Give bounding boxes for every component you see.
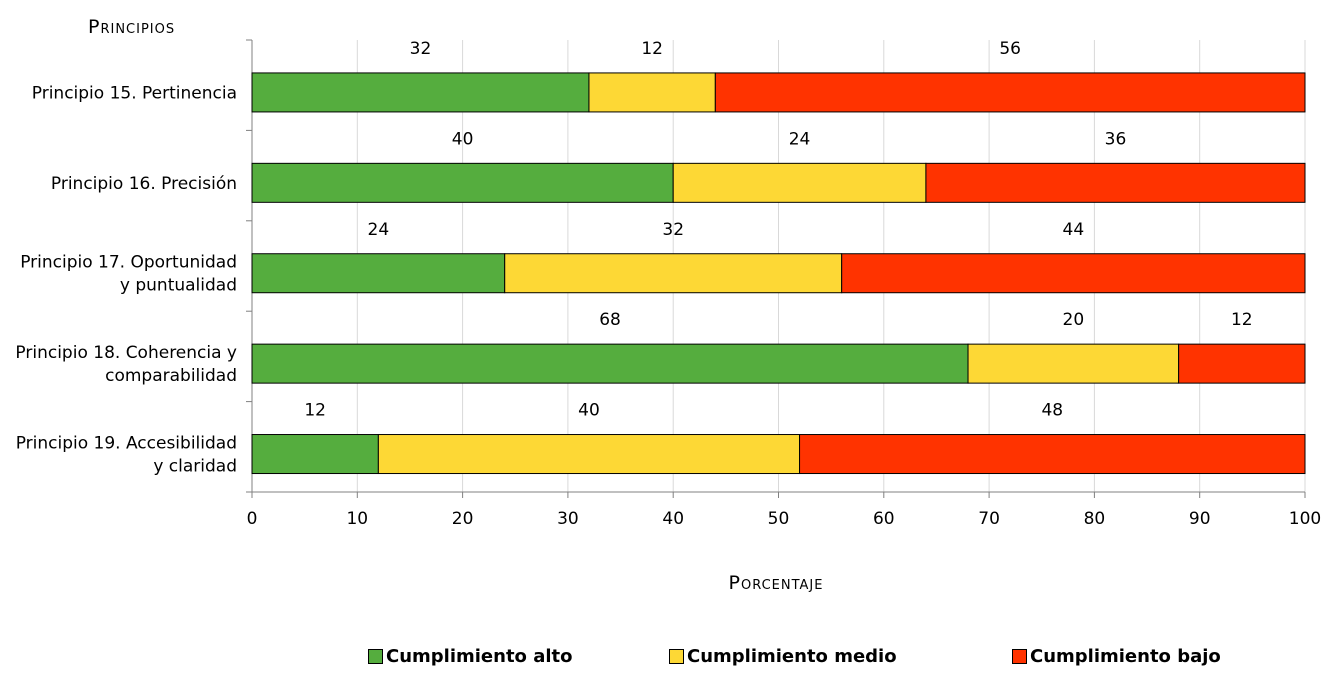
bar-segment xyxy=(588,72,716,113)
x-tick-label: 0 xyxy=(247,509,258,529)
data-label: 48 xyxy=(1041,401,1063,421)
bar-segment xyxy=(841,253,1306,294)
legend-label: Cumplimiento bajo xyxy=(1030,646,1221,667)
bar-segment xyxy=(799,434,1306,475)
bar-segment xyxy=(714,72,1306,113)
data-label: 40 xyxy=(452,129,474,149)
data-label: 44 xyxy=(1063,220,1085,240)
bar-segment xyxy=(251,162,674,203)
bar-segment xyxy=(672,162,927,203)
category-label: Principio 15. Pertinencia xyxy=(32,83,237,103)
x-tick-label: 40 xyxy=(662,509,684,529)
category-label: Principio 19. Accesibilidad xyxy=(16,434,237,454)
bar-segment xyxy=(251,434,379,475)
data-label: 32 xyxy=(410,39,432,59)
bar-segment xyxy=(251,343,969,384)
x-tick-label: 30 xyxy=(557,509,579,529)
bar-segment xyxy=(967,343,1180,384)
category-label: Principio 16. Precisión xyxy=(51,174,237,194)
legend: Cumplimiento alto Cumplimiento medio Cumpl… xyxy=(0,646,1329,670)
x-tick-label: 80 xyxy=(1084,509,1106,529)
data-label: 12 xyxy=(1231,310,1253,330)
category-label: y claridad xyxy=(153,457,237,477)
legend-swatch xyxy=(368,649,383,664)
legend-item: Cumplimiento alto xyxy=(368,646,572,667)
legend-label: Cumplimiento alto xyxy=(386,646,573,667)
data-label: 12 xyxy=(641,39,663,59)
category-label: Principio 17. Oportunidad xyxy=(20,253,237,273)
x-tick-label: 70 xyxy=(978,509,1000,529)
data-label: 12 xyxy=(304,401,326,421)
category-label: y puntualidad xyxy=(120,276,237,296)
data-label: 24 xyxy=(789,129,811,149)
legend-label: Cumplimiento medio xyxy=(687,646,897,667)
bar-segment xyxy=(504,253,843,294)
x-tick-label: 100 xyxy=(1289,509,1321,529)
data-label: 36 xyxy=(1105,129,1127,149)
x-tick-label: 10 xyxy=(346,509,368,529)
data-label: 68 xyxy=(599,310,621,330)
category-label: Principio 18. Coherencia y xyxy=(15,343,237,363)
data-label: 40 xyxy=(578,401,600,421)
x-tick-label: 90 xyxy=(1189,509,1211,529)
bar-segment xyxy=(251,253,506,294)
x-tick-label: 60 xyxy=(873,509,895,529)
data-label: 56 xyxy=(999,39,1021,59)
legend-item: Cumplimiento bajo xyxy=(1012,646,1221,667)
data-label: 20 xyxy=(1063,310,1085,330)
data-label: 24 xyxy=(368,220,390,240)
bar-segment xyxy=(925,162,1306,203)
legend-item: Cumplimiento medio xyxy=(669,646,897,667)
legend-swatch xyxy=(1012,649,1027,664)
category-label: comparabilidad xyxy=(105,366,237,386)
bar-segment xyxy=(1178,343,1306,384)
x-tick-label: 50 xyxy=(768,509,790,529)
bar-segment xyxy=(251,72,590,113)
data-label: 32 xyxy=(662,220,684,240)
bar-segment xyxy=(377,434,801,475)
y-axis-title: Principios xyxy=(88,16,175,38)
x-axis-title: Porcentaje xyxy=(729,572,824,594)
x-tick-label: 20 xyxy=(452,509,474,529)
legend-swatch xyxy=(669,649,684,664)
